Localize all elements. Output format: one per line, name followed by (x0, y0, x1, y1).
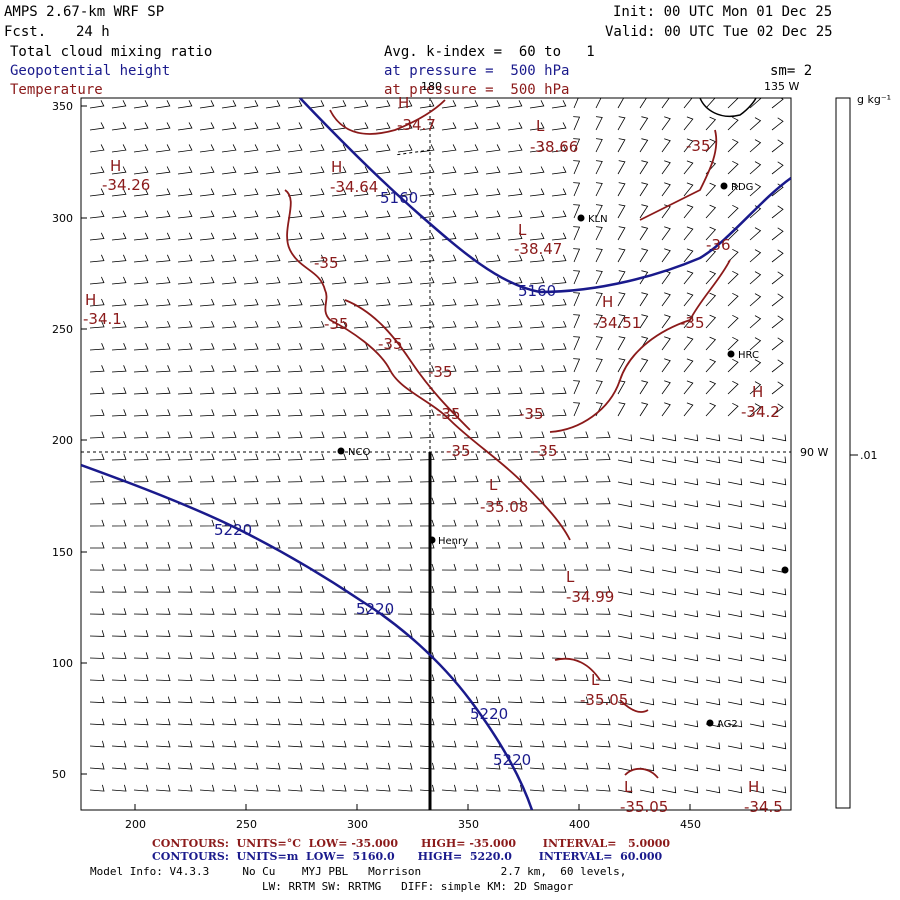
temp-label: -35 (533, 442, 558, 460)
station-nco: NCO (348, 447, 370, 458)
forecast-label: Fcst. (4, 24, 47, 40)
temp-label: -36 (706, 236, 731, 254)
meridian-label-135w: 135 W (764, 80, 799, 93)
temp-label: -35 (446, 442, 471, 460)
physics-info: LW: RRTM SW: RRTMG DIFF: simple KM: 2D S… (262, 880, 574, 893)
temp-label: -34.1 (83, 310, 122, 328)
temp-label: -38.66 (530, 138, 578, 156)
model-info: Model Info: V4.3.3 No Cu MYJ PBL Morriso… (90, 865, 627, 878)
temp-label: -34.7 (397, 116, 436, 134)
temp-label: -34.51 (593, 314, 641, 332)
height-label: 5220 (356, 600, 394, 618)
temp-label: -34.26 (102, 176, 150, 194)
station-ag2: AG2 (717, 719, 738, 730)
x-tick-label: 300 (347, 818, 368, 831)
init-time: Init: 00 UTC Mon 01 Dec 25 (613, 4, 833, 20)
station-rdg: RDG (731, 182, 753, 193)
smoothing: sm= 2 (770, 63, 813, 79)
temp-label: -35 (378, 335, 403, 353)
height-contour-info: CONTOURS: UNITS=m LOW= 5160.0 HIGH= 5220… (152, 850, 663, 863)
station-marker-henry (428, 536, 436, 544)
y-tick-label: 150 (52, 546, 73, 559)
low-marker: L (489, 476, 498, 494)
y-tick-label: 200 (52, 434, 73, 447)
station-marker-nco (337, 447, 345, 455)
y-tick-label: 300 (52, 212, 73, 225)
forecast-value: 24 h (76, 24, 110, 40)
temp-label: -35 (314, 254, 339, 272)
station-henry: Henry (438, 536, 468, 547)
y-tick-label: 50 (52, 768, 66, 781)
height-contour-5220 (81, 463, 534, 810)
station-marker-kln (577, 214, 585, 222)
colorbar-unit: g kg⁻¹ (857, 93, 891, 106)
height-label: 5160 (380, 189, 418, 207)
temp-label: -35 (686, 137, 711, 155)
stations: KLN RDG HRC NCO Henry AG2 (337, 182, 789, 730)
high-marker: H (85, 291, 96, 309)
wind-barb-field (89, 98, 787, 794)
temp-label: -35 (519, 405, 544, 423)
high-marker: H (398, 94, 409, 112)
low-marker: L (566, 568, 575, 586)
x-tick-label: 200 (125, 818, 146, 831)
low-marker: L (591, 671, 600, 689)
high-marker: H (331, 158, 342, 176)
station-hrc: HRC (738, 350, 759, 361)
temp-label: -34.2 (741, 403, 780, 421)
valid-time: Valid: 00 UTC Tue 02 Dec 25 (605, 24, 833, 40)
y-tick-label: 250 (52, 323, 73, 336)
height-label: 5220 (214, 521, 252, 539)
temp-label: -34.5 (744, 798, 783, 816)
map-frame (80, 97, 792, 811)
station-marker-ag2 (706, 719, 714, 727)
field-geopotential: Geopotential height (10, 63, 171, 79)
y-tick-label: 350 (52, 100, 73, 113)
temp-label: -35 (436, 405, 461, 423)
station-kln: KLN (588, 214, 608, 225)
meridian-label-180: 180 (421, 80, 442, 93)
station-marker-unlabeled (781, 566, 789, 574)
temp-label: -35.08 (480, 498, 528, 516)
x-tick-label: 250 (236, 818, 257, 831)
meridian-label-90w: 90 W (800, 446, 828, 459)
field-cloud-mixing: Total cloud mixing ratio (10, 44, 213, 60)
x-tick-label: 450 (680, 818, 701, 831)
station-marker-rdg (720, 182, 728, 190)
high-marker: H (752, 383, 763, 401)
high-marker: H (110, 157, 121, 175)
height-label: 5220 (470, 705, 508, 723)
colorbar-value: .01 (860, 449, 878, 462)
temp-label: -35 (428, 363, 453, 381)
temp-label: -35 (324, 315, 349, 333)
temp-label: -34.99 (566, 588, 614, 606)
high-marker: H (602, 293, 613, 311)
temp-label: -35.05 (620, 798, 668, 816)
y-tick-label: 100 (52, 657, 73, 670)
x-tick-label: 400 (569, 818, 590, 831)
field-temperature: Temperature (10, 82, 103, 98)
temp-contour-info: CONTOURS: UNITS=°C LOW= -35.000 HIGH= -3… (152, 837, 671, 850)
x-tick-label: 350 (458, 818, 479, 831)
colorbar (835, 97, 851, 809)
pressure-height: at pressure = 500 hPa (384, 63, 570, 79)
wind-barbs (89, 98, 787, 794)
temp-label: -35.05 (580, 691, 628, 709)
pressure-temperature: at pressure = 500 hPa (384, 82, 570, 98)
low-marker: L (536, 117, 545, 135)
contours (81, 98, 791, 810)
height-label: 5160 (518, 282, 556, 300)
avg-k-index: Avg. k-index = 60 to 1 (384, 44, 595, 60)
temp-label: -38.47 (514, 240, 562, 258)
model-title: AMPS 2.67-km WRF SP (4, 4, 165, 20)
height-label: 5220 (493, 751, 531, 769)
height-contour-5160 (299, 98, 791, 294)
low-marker: H (748, 778, 759, 796)
temp-label: -34.64 (330, 178, 378, 196)
low-marker: L (624, 778, 633, 796)
station-marker-hrc (727, 350, 735, 358)
temp-label: -35 (680, 314, 705, 332)
low-marker: L (518, 221, 527, 239)
